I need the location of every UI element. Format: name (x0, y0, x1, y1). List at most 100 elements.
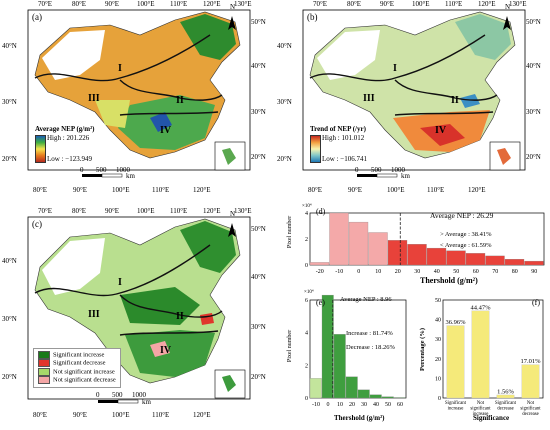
region-label-III-a: III (88, 93, 100, 104)
histogram-bar (349, 222, 368, 265)
legend-item-nsig-inc: Not significant increase (38, 368, 116, 376)
lat-40-b: 40°N (277, 42, 292, 50)
histogram-bar (310, 378, 322, 398)
region-label-II-a: II (176, 95, 184, 106)
color-ramp-b (310, 135, 321, 163)
lat-50-right-c: 50°N (251, 225, 266, 233)
lon-130-top-c: 130°E (234, 207, 252, 215)
lon-100-bottom-c: 100°E (112, 411, 130, 419)
percentage-bar (447, 326, 465, 398)
bar-value-label: 44.47% (470, 304, 491, 311)
lon-70-top-a: 70°E (38, 0, 52, 8)
histogram-bar (382, 397, 394, 398)
xlabel-e: Thershold (g/m²) (334, 414, 385, 422)
lon-70-top-b: 70°E (313, 0, 327, 8)
ylabel-d: Pixel number (287, 216, 293, 248)
legend-item-sig-inc: Significant increase (38, 351, 116, 359)
legend-label-nsig-dec: Not significant decrease (53, 377, 116, 384)
histogram-bar (447, 251, 466, 265)
histogram-bar (505, 259, 524, 265)
swatch-sig-dec (38, 359, 50, 367)
x-tick-label: 60 (473, 269, 479, 275)
panel-letter-f: (f) (532, 298, 540, 307)
histogram-bar (525, 261, 544, 265)
x-tick-label: 0 (327, 402, 330, 408)
color-ramp-a (35, 135, 46, 163)
lon-110-top-b: 110°E (445, 0, 462, 8)
histogram-bar (369, 233, 388, 266)
region-label-II-c: II (176, 311, 184, 322)
red-spots-c (200, 313, 214, 325)
lon-120-top-c: 120°E (203, 207, 221, 215)
percentage-bar (522, 365, 540, 398)
y-tick-label: 4 (305, 211, 308, 217)
lon-90-bottom-b: 90°E (348, 186, 362, 194)
x-tick-label: 50 (385, 402, 391, 408)
swatch-sig-inc (38, 351, 50, 359)
scale-0-b: 0 (355, 166, 359, 174)
lat-30-right-c: 30°N (251, 323, 266, 331)
lon-100-bottom-a: 100°E (112, 186, 130, 194)
lat-40-right-b: 40°N (526, 62, 541, 70)
y-tick-label: 40 (435, 318, 441, 324)
x-tick-label: 10 (375, 269, 381, 275)
histogram-bar (346, 377, 358, 398)
histogram-bar (370, 395, 382, 398)
scale-0-a: 0 (80, 166, 84, 174)
ylabel-f: Percentage (%) (419, 328, 426, 371)
legend-item-nsig-dec: Not significant decrease (38, 376, 116, 384)
legend-high-a: High : 201.226 (47, 134, 89, 142)
region-label-I-a: I (118, 63, 122, 74)
percentage-bar (472, 311, 490, 398)
lat-20-right-a: 20°N (251, 153, 266, 161)
lon-100-top-c: 100°E (137, 207, 155, 215)
lon-100-top-a: 100°E (137, 0, 155, 8)
y-tick-label: 6 (305, 298, 308, 304)
y-tick-label: 4 (305, 331, 308, 337)
lat-30-right-b: 30°N (526, 108, 541, 116)
region-label-IV-a: IV (160, 125, 171, 136)
x-tick-label: 20 (395, 269, 401, 275)
lat-20-right-c: 20°N (251, 373, 266, 381)
histogram-bar (408, 244, 427, 265)
histogram-bar (358, 390, 370, 398)
x-tick-label: 70 (492, 269, 498, 275)
panel-letter-b: (b) (307, 12, 318, 22)
lon-80-top-c: 80°E (72, 207, 86, 215)
x-tick-label: 80 (512, 269, 518, 275)
x-tick-label: 30 (361, 402, 367, 408)
lon-120-top-b: 120°E (478, 0, 496, 8)
lat-30-a: 30°N (2, 98, 17, 106)
lat-40-a: 40°N (2, 42, 17, 50)
lon-70-top-c: 70°E (38, 207, 52, 215)
lon-120-top-a: 120°E (203, 0, 221, 8)
y-tick-label: 0 (305, 396, 308, 402)
lon-110-top-c: 110°E (170, 207, 187, 215)
legend-low-a: Low : −123.949 (47, 155, 92, 163)
y-tick-label: 10 (435, 376, 441, 382)
panel-letter-e: (e) (316, 298, 325, 307)
map-panel-b: (b) N I II III IV Trend of NEP (/yr) Hig… (275, 0, 550, 200)
lat-40-right-c: 40°N (251, 273, 266, 281)
lon-90-top-c: 90°E (105, 207, 119, 215)
legend-label-nsig-inc: Not significant increase (53, 368, 115, 375)
lon-110-top-a: 110°E (170, 0, 187, 8)
lon-80-bottom-b: 80°E (308, 186, 322, 194)
histogram-bar (334, 334, 346, 398)
lon-110-bottom-b: 110°E (427, 186, 444, 194)
region-label-III-b: III (363, 93, 375, 104)
decrease-annotation-e: Decrease : 18.26% (346, 344, 395, 351)
lon-100-bottom-b: 100°E (387, 186, 405, 194)
lon-110-bottom-a: 110°E (152, 186, 169, 194)
lon-80-top-b: 80°E (347, 0, 361, 8)
x-tick-label: 60 (397, 402, 403, 408)
lat-40-right-a: 40°N (251, 62, 266, 70)
legend-title-b: Trend of NEP (/yr) (310, 125, 366, 133)
map-a-canvas (0, 0, 275, 200)
